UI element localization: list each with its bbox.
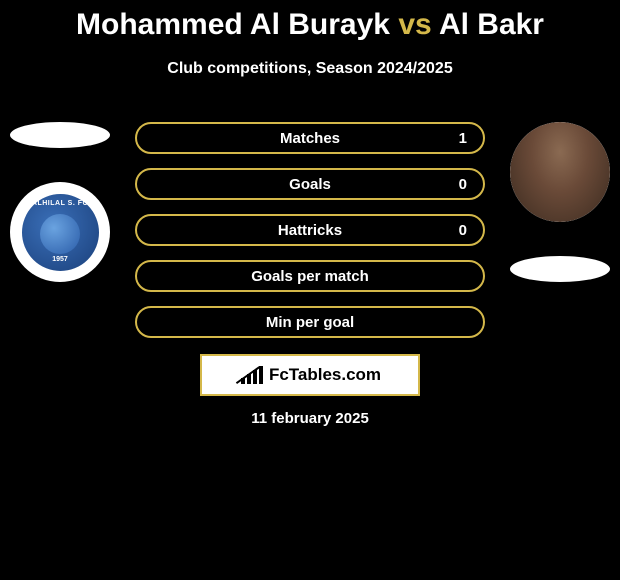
right-player-club-placeholder bbox=[510, 256, 610, 282]
stat-row-hattricks: Hattricks 0 bbox=[135, 214, 485, 246]
stat-value-right: 1 bbox=[459, 130, 467, 147]
club-logo-ball-icon bbox=[40, 214, 80, 254]
right-player-column bbox=[510, 122, 610, 282]
subtitle: Club competitions, Season 2024/2025 bbox=[0, 60, 620, 78]
date-text: 11 february 2025 bbox=[0, 410, 620, 427]
branding-box[interactable]: FcTables.com bbox=[200, 354, 420, 396]
stat-row-min-per-goal: Min per goal bbox=[135, 306, 485, 338]
stat-label: Matches bbox=[280, 130, 340, 147]
comparison-title: Mohammed Al Burayk vs Al Bakr bbox=[0, 0, 620, 42]
vs-text: vs bbox=[398, 8, 431, 41]
player1-name: Mohammed Al Burayk bbox=[76, 8, 390, 41]
stat-label: Hattricks bbox=[278, 222, 342, 239]
left-player-club-badge: ALHILAL S. FC 1957 bbox=[10, 182, 110, 282]
left-player-photo-placeholder bbox=[10, 122, 110, 148]
player2-name: Al Bakr bbox=[439, 8, 544, 41]
stat-label: Goals per match bbox=[251, 268, 369, 285]
stat-row-goals-per-match: Goals per match bbox=[135, 260, 485, 292]
club-logo-year: 1957 bbox=[52, 256, 68, 263]
left-player-column: ALHILAL S. FC 1957 bbox=[10, 122, 110, 282]
club-logo-name: ALHILAL S. FC bbox=[22, 200, 99, 207]
branding-text: FcTables.com bbox=[269, 365, 381, 385]
stat-value-right: 0 bbox=[459, 176, 467, 193]
club-logo-icon: ALHILAL S. FC 1957 bbox=[18, 190, 103, 275]
stat-label: Goals bbox=[289, 176, 331, 193]
stat-label: Min per goal bbox=[266, 314, 354, 331]
stat-row-goals: Goals 0 bbox=[135, 168, 485, 200]
stats-list: Matches 1 Goals 0 Hattricks 0 Goals per … bbox=[135, 122, 485, 352]
stat-value-right: 0 bbox=[459, 222, 467, 239]
player-photo-icon bbox=[510, 122, 610, 222]
right-player-photo bbox=[510, 122, 610, 222]
chart-icon bbox=[239, 366, 263, 384]
stat-row-matches: Matches 1 bbox=[135, 122, 485, 154]
